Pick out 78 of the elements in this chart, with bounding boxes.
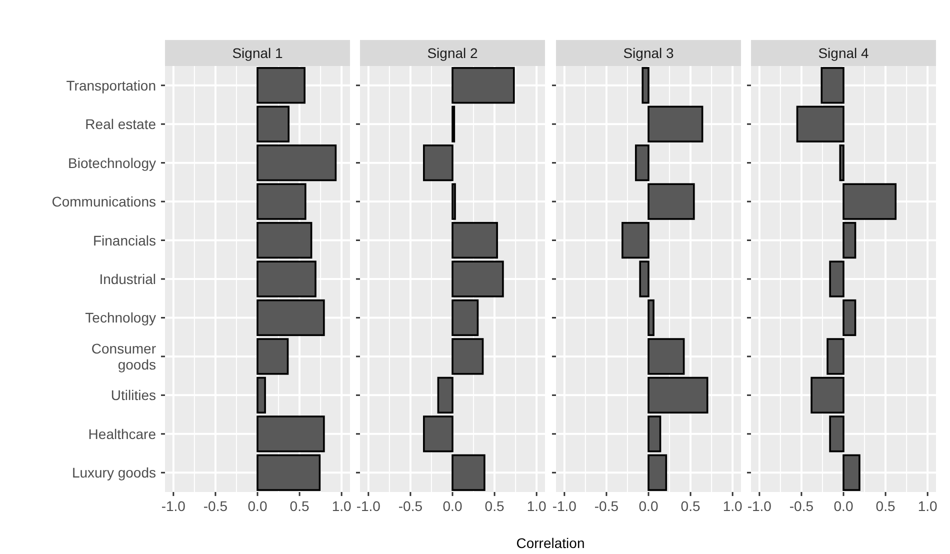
bar [437,376,454,414]
bar [829,260,844,298]
bar [639,260,650,298]
x-tick-label: -0.5 [789,498,814,514]
y-tick-label: Biotechnology [68,154,156,171]
bar [810,376,844,414]
y-tick-label: Communications [52,194,156,210]
y-tick-label: Technology [85,310,156,326]
y-tick-label: Financials [92,232,156,248]
x-tick-label: 1.0 [722,498,743,514]
y-tick-label: Utilities [110,387,156,404]
bar [826,338,844,375]
bar [622,222,650,259]
y-tick-label: Industrial [99,271,156,287]
bar [648,183,695,220]
x-tick-label: 1.0 [526,498,547,514]
bar [634,144,650,182]
bar [842,222,856,259]
bar [423,416,454,452]
bar [842,183,897,220]
bar [256,338,289,375]
bar [452,260,504,298]
x-tick-label: 0.5 [680,498,700,514]
y-tick-label: Transportation [66,77,156,94]
bar [423,144,454,182]
x-tick-label: 0.5 [484,498,504,514]
bar [648,338,685,375]
x-tick-label: -0.5 [398,498,423,514]
x-tick-label: 0.5 [290,498,310,514]
chart-title: Signal 4 [818,45,870,61]
x-tick-label: -0.5 [594,498,619,514]
bar [452,299,479,336]
bar [820,67,844,104]
bar [256,144,337,182]
y-tick-label: Real estate [85,116,156,132]
chart-title: Signal 1 [232,45,284,61]
bar [256,67,306,104]
bar [452,338,484,375]
x-tick-label: -1.0 [747,498,772,514]
bar [796,106,844,142]
y-tick-label: Healthcare [88,426,156,442]
x-tick-label: -1.0 [356,498,381,514]
bar [842,299,856,336]
x-tick-label: -1.0 [161,498,186,514]
bar [256,299,325,336]
bar [256,222,312,259]
bar [256,454,321,491]
x-tick-label: 0.0 [248,498,268,514]
bar [648,299,654,336]
x-tick-label: 0.0 [834,498,854,514]
bar [648,376,708,414]
x-tick-label: -1.0 [552,498,577,514]
bar [256,376,266,414]
bar [648,416,662,452]
x-tick-label: 0.5 [876,498,896,514]
text: Correlation [516,535,585,551]
chart-title: Signal 3 [623,45,674,61]
x-tick-label: 0.0 [638,498,658,514]
bar [452,222,498,259]
bar [452,454,486,491]
x-tick-label: 1.0 [918,498,938,514]
y-tick-label: Luxury goods [72,464,156,481]
x-tick-label: -0.5 [203,498,228,514]
bar [648,454,668,491]
chart-title: Signal 2 [427,45,478,61]
bar [256,106,290,142]
bar [829,416,844,452]
bar [256,260,316,298]
bar [452,183,456,220]
bar [642,67,650,104]
bar [842,454,860,491]
bar [648,106,704,142]
x-tick-label: 0.0 [442,498,462,514]
bar [256,416,325,452]
bar [256,183,306,220]
x-tick-label: 1.0 [332,498,352,514]
bar [839,144,844,182]
y-tick-label: Consumer goods [91,340,156,372]
